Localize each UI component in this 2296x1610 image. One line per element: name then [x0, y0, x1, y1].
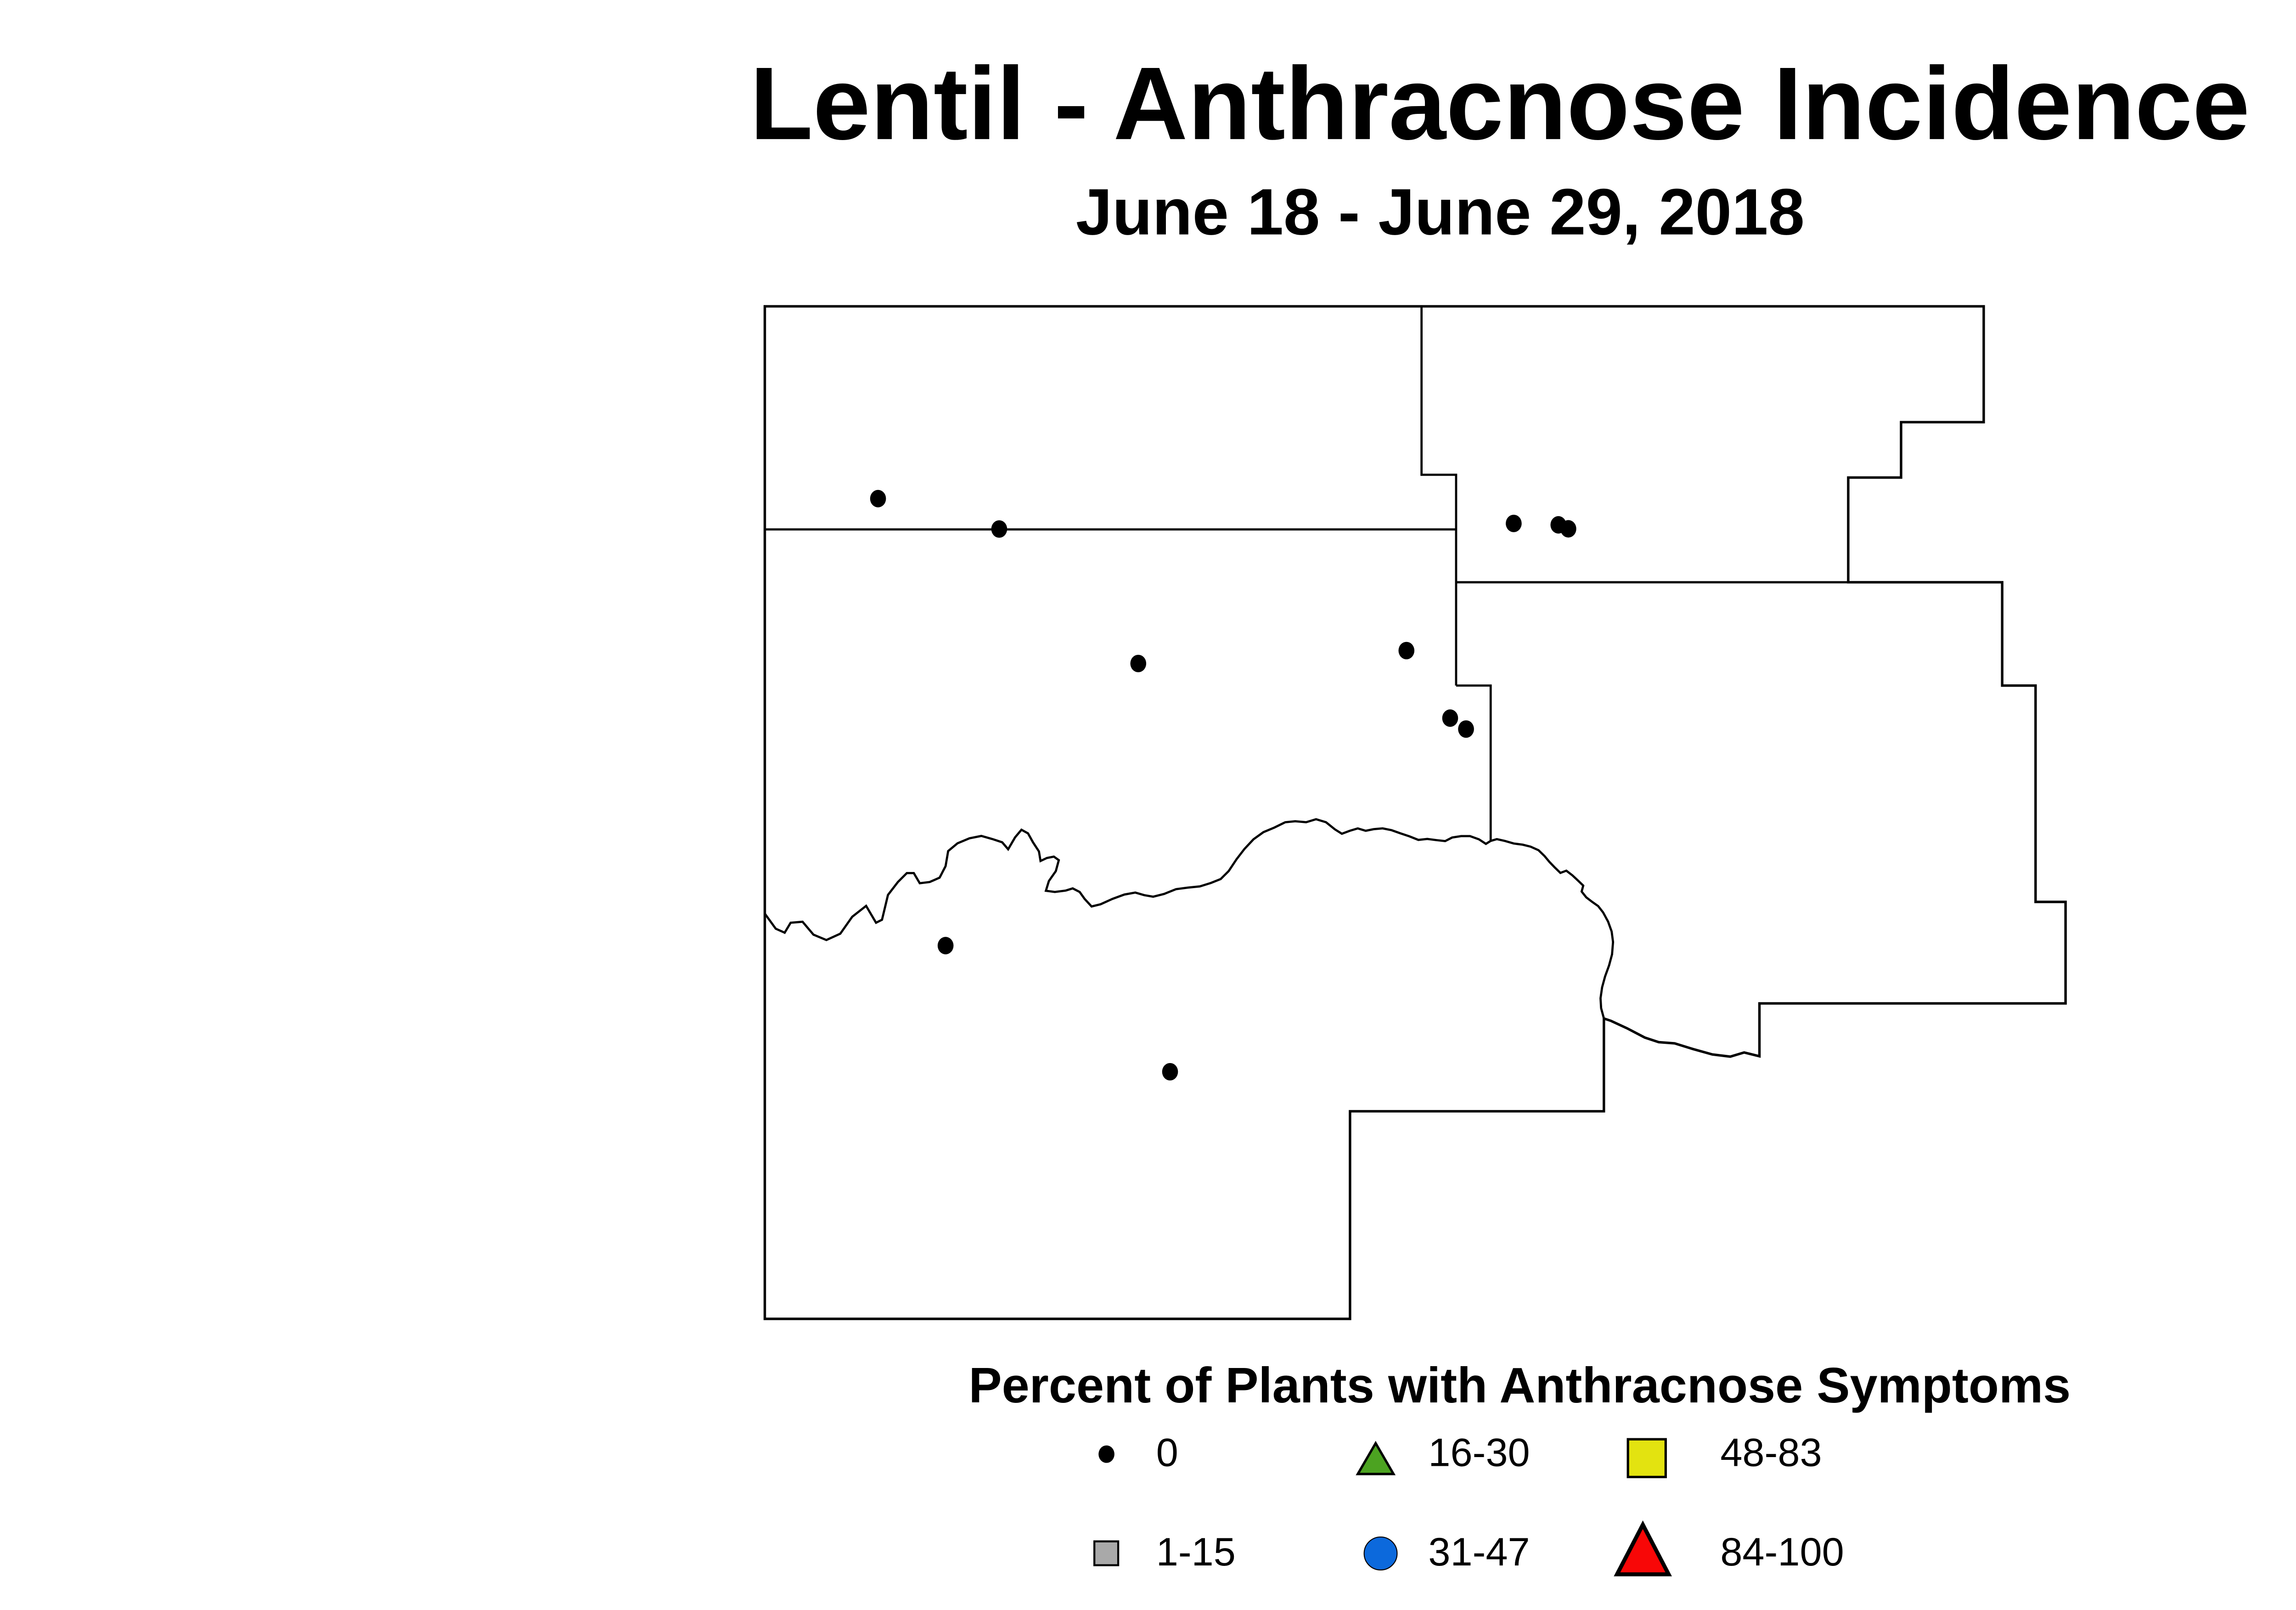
legend-square-icon — [1626, 1437, 1667, 1477]
map-point — [1398, 642, 1415, 659]
map-point — [991, 520, 1007, 538]
legend-small-square-icon — [1093, 1540, 1119, 1567]
legend-title: Percent of Plants with Anthracnose Sympt… — [968, 1358, 2071, 1415]
legend-label-16-30: 16-30 — [1428, 1432, 1530, 1476]
boundary-topleft-east — [1420, 306, 1458, 686]
legend-label-84-100: 84-100 — [1720, 1531, 1844, 1576]
legend-circle-icon — [1363, 1536, 1397, 1571]
map-point — [937, 937, 954, 955]
legend-label-48-83: 48-83 — [1720, 1432, 1822, 1476]
map-point — [1162, 1063, 1178, 1081]
legend-large-triangle-icon — [1614, 1519, 1672, 1576]
map-point — [1458, 720, 1474, 738]
boundary-middle-east-step — [1456, 684, 1492, 841]
legend-dot-icon — [1098, 1445, 1114, 1463]
legend-small-triangle-icon — [1356, 1441, 1396, 1475]
legend-label-31-47: 31-47 — [1428, 1531, 1530, 1576]
map-point — [1560, 520, 1576, 538]
legend-label-1-15: 1-15 — [1156, 1531, 1236, 1576]
map-point — [870, 490, 886, 507]
map-outer-boundary — [763, 305, 2067, 1320]
map-point — [1442, 709, 1458, 727]
map-points-layer — [870, 490, 1576, 1081]
page-title: Lentil - Anthracnose Incidence — [749, 47, 2250, 163]
map-point — [1506, 514, 1522, 532]
legend-label-0: 0 — [1156, 1432, 1178, 1476]
map-point — [1130, 654, 1147, 672]
page-subtitle: June 18 - June 29, 2018 — [1075, 175, 1805, 248]
river — [764, 818, 1615, 1019]
